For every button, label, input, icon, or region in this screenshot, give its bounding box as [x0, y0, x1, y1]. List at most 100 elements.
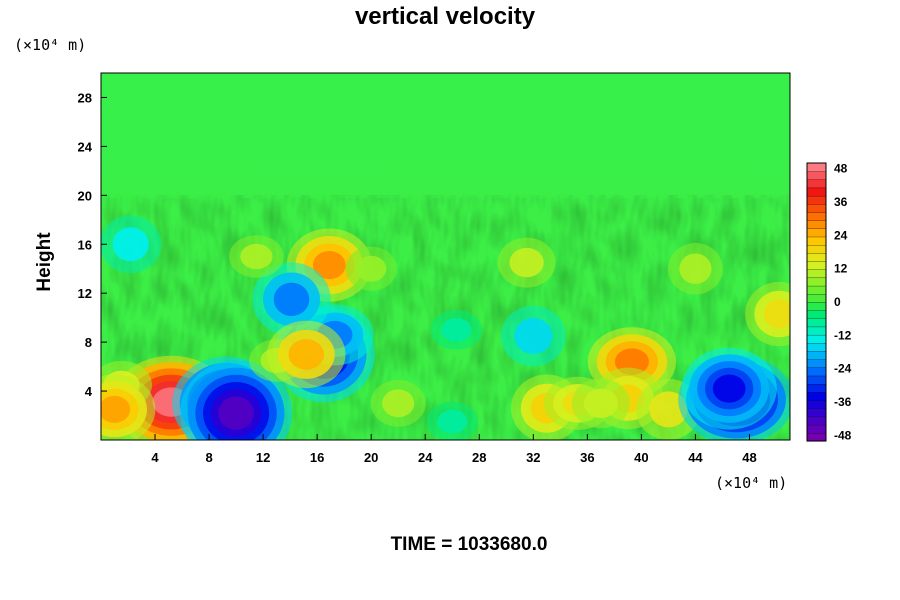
chart-title: vertical velocity: [355, 3, 536, 30]
x-tick-label: 4: [151, 450, 159, 465]
colorbar-band: [806, 359, 827, 368]
velocity-cell: [745, 281, 790, 347]
y-tick-label: 8: [85, 335, 92, 350]
colorbar-tick-label: -48: [834, 428, 852, 442]
velocity-cell: [681, 347, 777, 430]
velocity-cell: [430, 309, 482, 350]
colorbar-tick-label: -12: [834, 328, 852, 342]
velocity-contour: [218, 396, 254, 430]
velocity-cell: [101, 215, 162, 274]
colorbar-band: [806, 350, 827, 360]
colorbar-band: [806, 269, 827, 279]
velocity-contour: [112, 227, 149, 262]
colorbar-band: [806, 252, 827, 262]
velocity-contour: [649, 391, 688, 428]
velocity-contour: [240, 243, 273, 270]
x-tick-label: 24: [418, 450, 433, 465]
colorbar-tick-label: 24: [834, 228, 848, 242]
colorbar-band: [806, 244, 827, 254]
velocity-cell: [497, 237, 556, 288]
velocity-contour: [514, 318, 553, 354]
velocity-cell: [180, 360, 293, 440]
velocity-contour: [679, 253, 712, 284]
velocity-cell: [571, 378, 630, 429]
plot-area: [100, 72, 791, 441]
x-ticks: 4 8 12 16 20 24 28 32 36 40 44 48: [151, 434, 757, 465]
velocity-cell: [229, 235, 284, 278]
velocity-cell: [101, 374, 156, 440]
colorbar-band: [806, 326, 827, 336]
colorbar-band: [806, 383, 827, 393]
colorbar-tick-label: 48: [834, 162, 848, 176]
colorbar-band: [806, 334, 827, 344]
colorbar-ticks: 48 36 24 12 0 -12 -24 -36 -48: [834, 162, 852, 443]
x-tick-label: 20: [364, 450, 378, 465]
velocity-cell: [267, 320, 346, 389]
velocity-contour: [312, 251, 346, 280]
colorbar-band: [806, 211, 827, 221]
x-tick-label: 36: [580, 450, 594, 465]
velocity-contour: [273, 282, 310, 316]
time-label: TIME = 1033680.0: [391, 534, 548, 555]
colorbar-band: [806, 342, 827, 352]
velocity-contour: [437, 409, 468, 434]
velocity-contour: [712, 374, 746, 403]
y-tick-label: 16: [78, 237, 92, 252]
x-tick-label: 40: [634, 450, 648, 465]
colorbar-band: [806, 318, 827, 328]
colorbar-band: [806, 408, 827, 418]
y-tick-label: 4: [85, 384, 93, 399]
velocity-cell: [500, 305, 566, 367]
x-tick-label: 16: [310, 450, 324, 465]
velocity-cell: [370, 379, 426, 427]
colorbar-band: [806, 301, 827, 311]
colorbar-band: [806, 277, 827, 287]
colorbar-band: [806, 416, 827, 426]
plot-frame: [100, 72, 791, 441]
y-tick-label: 12: [78, 286, 92, 301]
x-tick-label: 28: [472, 450, 486, 465]
x-tick-label: 44: [688, 450, 703, 465]
colorbar-band: [806, 310, 827, 319]
y-tick-label: 28: [78, 90, 92, 105]
x-tick-label: 12: [256, 450, 270, 465]
velocity-cell: [252, 262, 331, 337]
colorbar-tick-label: -24: [834, 362, 852, 376]
velocity-contour: [509, 247, 544, 278]
y-tick-label: 20: [78, 188, 92, 203]
colorbar-bands: [806, 162, 827, 442]
y-axis-label: Height: [34, 232, 55, 292]
colorbar: 48 36 24 12 0 -12 -24 -36 -48: [806, 162, 852, 443]
velocity-contour: [583, 388, 619, 418]
velocity-contour: [356, 255, 387, 282]
colorbar-band: [806, 171, 827, 180]
velocity-contour: [441, 318, 472, 342]
colorbar-band: [806, 285, 827, 295]
colorbar-band: [806, 432, 827, 442]
colorbar-band: [806, 391, 827, 401]
colorbar-band: [806, 220, 827, 229]
colorbar-band: [806, 260, 827, 270]
colorbar-band: [806, 187, 827, 197]
colorbar-tick-label: -36: [834, 395, 852, 409]
velocity-cell: [345, 246, 397, 291]
colorbar-band: [806, 399, 827, 409]
colorbar-band: [806, 424, 827, 434]
colorbar-band: [806, 162, 827, 172]
colorbar-band: [806, 367, 827, 377]
upper-fade: [101, 73, 790, 213]
colorbar-frame: [806, 162, 827, 442]
colorbar-band: [806, 228, 827, 238]
colorbar-band: [806, 203, 827, 213]
colorbar-tick-label: 12: [834, 262, 848, 276]
x-tick-label: 8: [205, 450, 212, 465]
colorbar-band: [806, 375, 827, 385]
colorbar-tick-label: 36: [834, 195, 848, 209]
x-tick-label: 32: [526, 450, 540, 465]
colorbar-band: [806, 179, 827, 189]
y-unit-label: (×10⁴ m): [14, 36, 86, 54]
colorbar-band: [806, 293, 827, 303]
velocity-contour: [763, 299, 790, 329]
velocity-cell: [668, 243, 723, 295]
